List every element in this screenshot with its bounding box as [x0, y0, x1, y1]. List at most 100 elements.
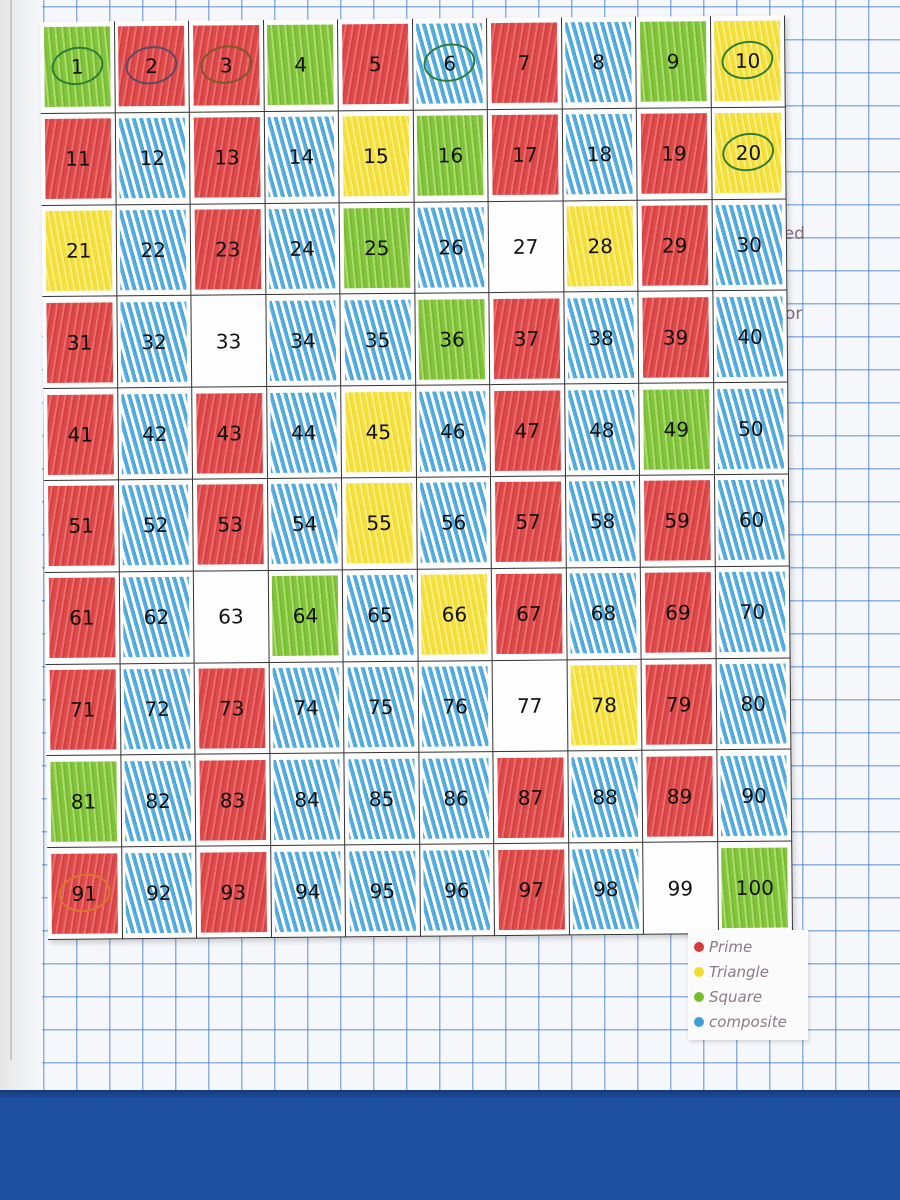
cell-number: 74: [293, 695, 320, 720]
chart-cell: 21: [41, 204, 117, 298]
cell-number: 32: [141, 329, 167, 354]
cell-number: 96: [444, 877, 470, 903]
cell-number: 19: [661, 141, 687, 166]
chart-cell: 91: [47, 847, 123, 940]
cell-number: 86: [443, 786, 469, 811]
chart-cell: 81: [46, 755, 122, 849]
chart-cell: 69: [640, 566, 717, 660]
legend-label: Triangle: [709, 962, 769, 981]
hundred-chart-grid: 1 2 3 4 5 6 7 8 9 10 11 12 13 14 15 16 17 18 19 20 21 22 23 24 2…: [40, 15, 793, 940]
cell-number: 66: [441, 602, 468, 627]
chart-cell: 94: [270, 845, 346, 939]
chart-cell: 8: [561, 16, 637, 110]
cell-number: 70: [739, 599, 766, 625]
cell-number: 85: [368, 786, 395, 811]
chart-cell: 53: [192, 479, 269, 572]
cell-number: 87: [517, 785, 544, 810]
chart-cell: 97: [494, 843, 570, 937]
hundred-chart-sheet: 1 2 3 4 5 6 7 8 9 10 11 12 13 14 15 16 17 18 19 20 21 22 23 24 2…: [40, 15, 793, 940]
cell-number: 73: [218, 696, 245, 721]
chart-cell: 60: [714, 474, 790, 567]
chart-cell: 46: [415, 385, 491, 478]
cell-number: 5: [368, 52, 382, 77]
chart-cell: 19: [636, 107, 713, 201]
chart-cell: 78: [567, 659, 643, 752]
legend-label: Prime: [709, 937, 753, 956]
cell-number: 93: [220, 879, 247, 905]
cell-number: 21: [65, 238, 92, 263]
chart-cell: 6: [412, 18, 488, 111]
chart-cell: 14: [264, 111, 340, 204]
chart-cell: 28: [563, 200, 639, 293]
cell-number: 49: [663, 416, 690, 442]
cell-number: 23: [214, 237, 241, 262]
chart-cell: 92: [121, 846, 198, 940]
chart-cell: 73: [194, 662, 270, 756]
chart-cell: 67: [491, 568, 568, 661]
cell-number: 7: [517, 51, 531, 76]
cell-number: 36: [439, 327, 465, 352]
cell-number: 53: [217, 512, 243, 537]
cell-number: 98: [592, 876, 619, 901]
cell-number: 92: [146, 880, 172, 905]
cell-number: 83: [219, 788, 246, 813]
chart-cell: 83: [195, 754, 271, 847]
cell-number: 60: [738, 508, 765, 533]
cell-number: 62: [143, 605, 170, 630]
margin-note-2: or: [785, 304, 803, 324]
chart-cell: 49: [639, 383, 715, 476]
cell-number: 46: [439, 418, 466, 444]
cell-number: 44: [291, 420, 317, 445]
cell-number: 69: [665, 600, 691, 625]
cell-number: 43: [216, 420, 243, 446]
chart-cell: 10: [710, 15, 786, 108]
cell-number: 57: [515, 510, 541, 535]
color-key-legend: Prime Triangle Square composite: [688, 930, 808, 1040]
cell-number: 38: [588, 325, 614, 351]
cell-number: 33: [215, 329, 242, 354]
cell-number: 18: [586, 142, 613, 167]
chart-cell: 65: [342, 569, 419, 662]
chart-cell: 27: [488, 201, 564, 294]
chart-cell: 51: [44, 480, 120, 573]
cell-number: 22: [140, 237, 167, 263]
chart-cell: 80: [716, 658, 792, 751]
chart-cell: 37: [489, 292, 565, 386]
chart-cell: 98: [568, 842, 644, 936]
cell-number: 79: [665, 692, 692, 717]
cell-number: 72: [144, 696, 171, 722]
cell-number: 48: [588, 417, 615, 442]
cell-number: 75: [367, 694, 394, 720]
chart-cell: 30: [712, 199, 788, 292]
blue-table-surface: [0, 1085, 900, 1200]
chart-cell: 75: [343, 661, 419, 754]
chart-cell: 90: [716, 749, 793, 843]
chart-cell: 63: [193, 570, 270, 664]
chart-cell: 50: [713, 382, 789, 476]
chart-cell: 57: [490, 476, 567, 569]
cell-number: 82: [145, 788, 171, 813]
cell-number: 61: [69, 605, 95, 630]
chart-cell: 4: [263, 19, 339, 112]
cell-number: 90: [741, 783, 767, 808]
chart-cell: 39: [638, 291, 714, 384]
cell-number: 37: [513, 326, 540, 351]
chart-cell: 45: [341, 385, 417, 479]
cell-number: 97: [518, 877, 545, 902]
chart-cell: 12: [115, 112, 191, 205]
chart-cell: 77: [492, 660, 568, 753]
cell-number: 59: [664, 508, 690, 533]
chart-cell: 38: [563, 292, 640, 385]
chart-cell: 1: [40, 21, 116, 114]
cell-number: 39: [662, 325, 689, 350]
page-fold-shadow: [10, 0, 12, 1060]
chart-cell: 11: [40, 113, 117, 206]
chart-cell: 54: [267, 478, 343, 571]
chart-cell: 26: [414, 201, 490, 295]
chart-cell: 55: [341, 477, 418, 571]
cell-number: 8: [592, 50, 606, 75]
cell-number: 71: [69, 697, 96, 722]
chart-cell: 68: [566, 567, 642, 661]
chart-cell: 72: [120, 663, 196, 756]
